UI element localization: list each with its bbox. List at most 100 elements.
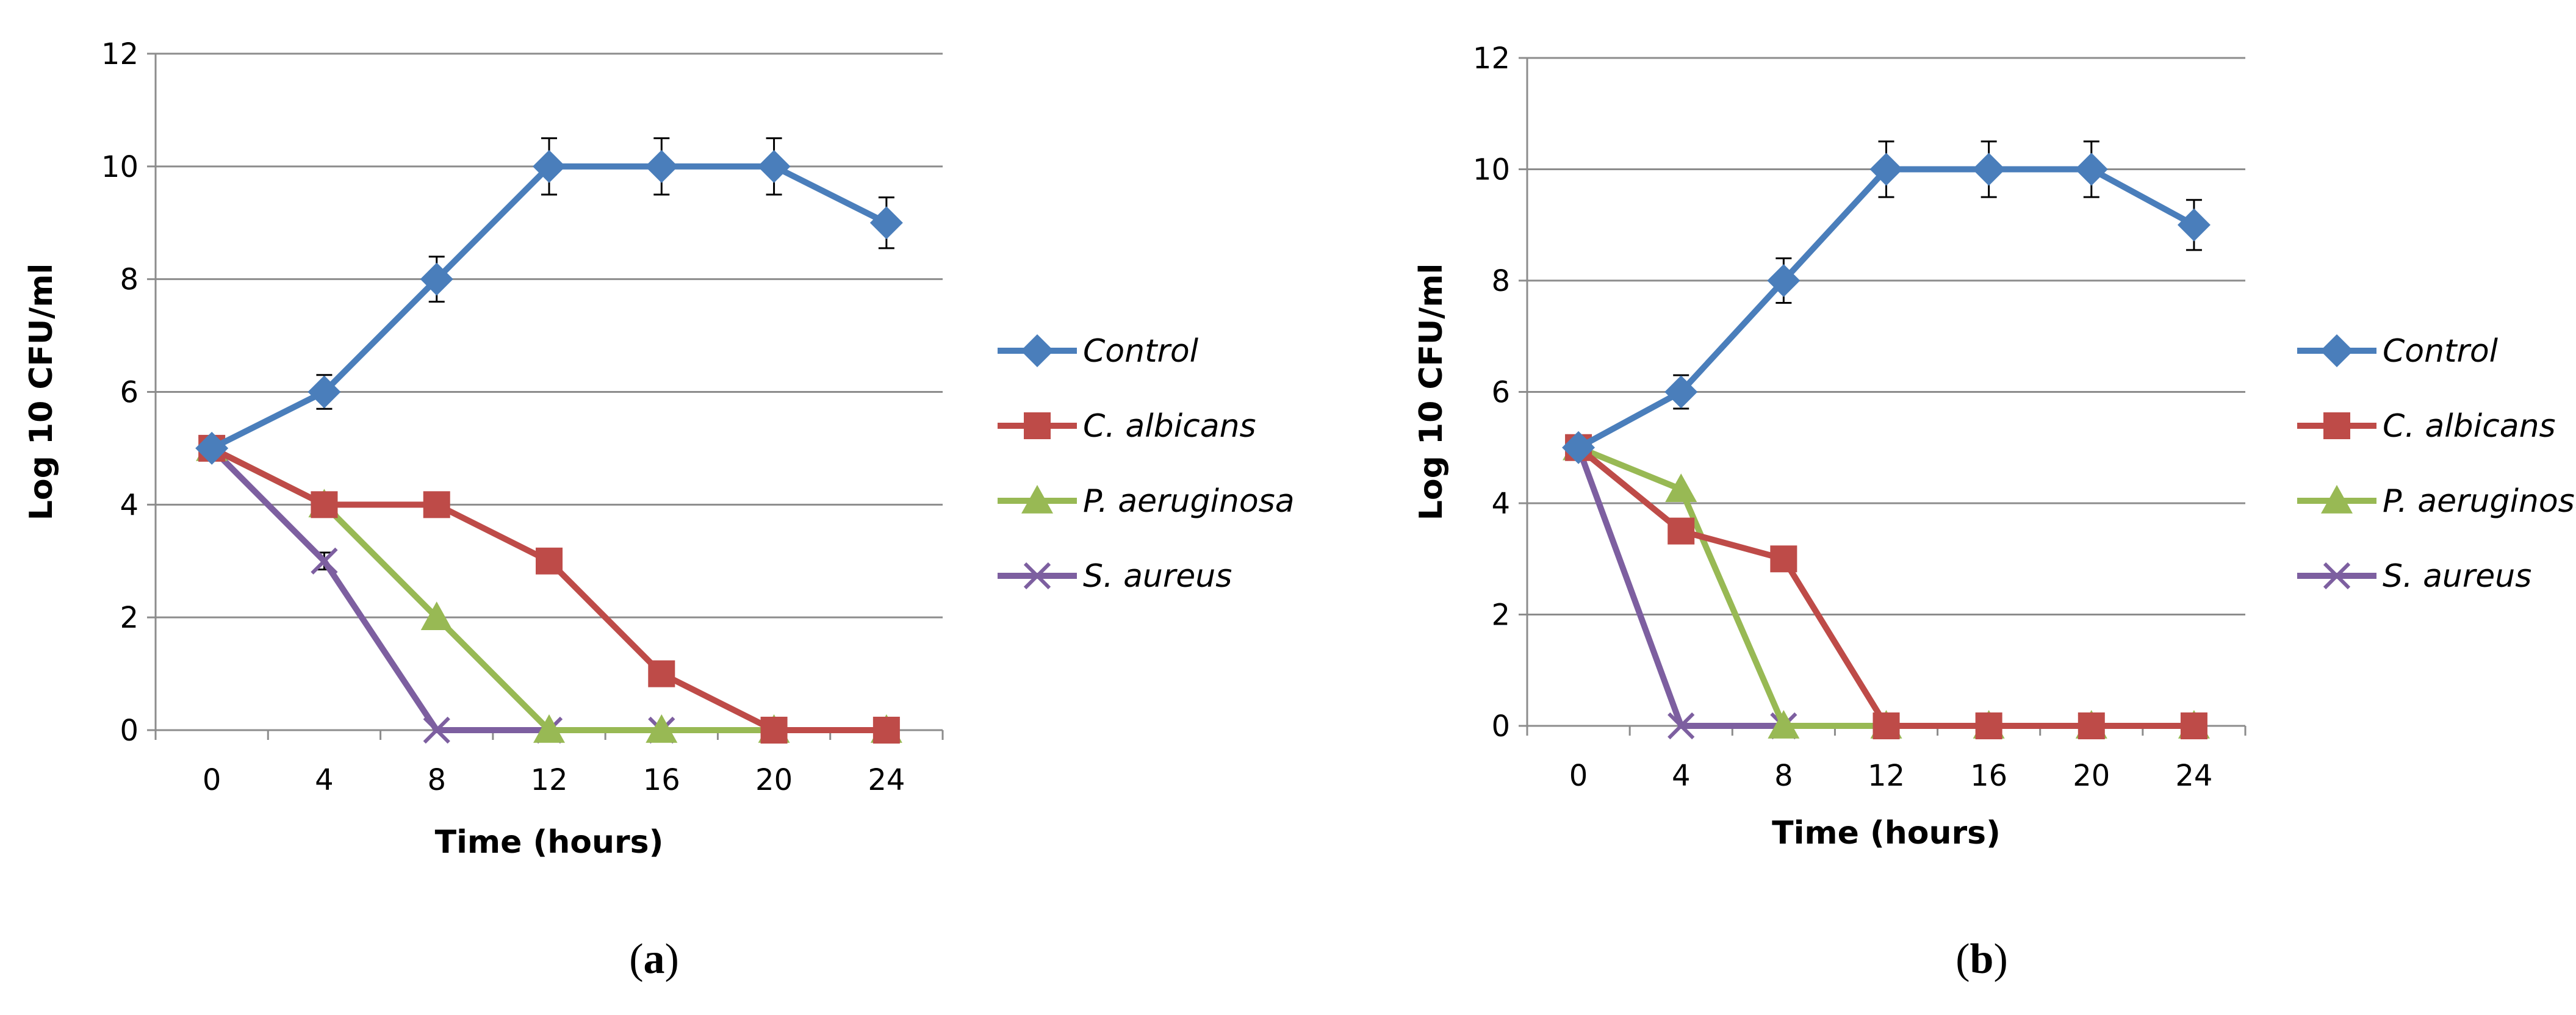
data-point	[420, 601, 453, 630]
series-line	[210, 445, 887, 733]
series-line	[1577, 166, 2196, 451]
data-point	[308, 375, 341, 409]
x-tick-label: 4	[315, 763, 334, 797]
data-point	[1665, 473, 1697, 502]
data-point	[757, 149, 791, 183]
legend-marker	[2320, 334, 2353, 367]
x-tick-label: 20	[2073, 759, 2110, 793]
legend-label: P. aeruginosa	[1083, 483, 1295, 520]
series-control	[1562, 140, 2211, 464]
series-p-aeruginosa	[196, 432, 902, 743]
data-point	[1664, 375, 1698, 409]
legend-marker	[2323, 412, 2350, 439]
x-tick-label: 0	[203, 763, 221, 797]
y-tick-label: 12	[1473, 41, 1510, 76]
data-point	[2078, 712, 2105, 739]
series-s-aureus	[198, 434, 900, 744]
x-tick-label: 4	[1672, 759, 1691, 793]
legend-marker	[2321, 485, 2353, 514]
legend-entry: Control	[2297, 333, 2499, 370]
x-axis-title: Time (hours)	[435, 824, 664, 861]
y-tick-label: 4	[1491, 487, 1510, 521]
x-tick-label: 0	[1569, 759, 1588, 793]
legend-marker	[1021, 485, 1053, 514]
y-tick-label: 10	[1473, 153, 1510, 187]
legend-label: Control	[1083, 333, 1199, 370]
data-point	[648, 660, 675, 687]
legend-label: P. aeruginosa	[2383, 483, 2576, 520]
legend-entry: S. aureus	[2297, 558, 2531, 595]
legend-marker	[1023, 562, 1051, 590]
data-point	[1668, 517, 1695, 545]
data-point	[311, 491, 338, 518]
series-line	[1577, 445, 2194, 729]
x-axis-title: Time (hours)	[1772, 815, 2001, 852]
data-point	[1668, 712, 1695, 740]
legend-marker	[2323, 562, 2351, 590]
data-point	[2180, 712, 2207, 739]
x-tick-label: 24	[2175, 759, 2212, 793]
data-point	[423, 491, 450, 518]
x-tick-label: 12	[530, 763, 567, 797]
series-control	[195, 137, 903, 465]
data-point	[872, 717, 900, 744]
series-p-aeruginosa	[1563, 431, 2210, 739]
y-axis-title: Log 10 CFU/ml	[23, 264, 60, 521]
data-point	[1975, 712, 2002, 739]
x-tick-label: 8	[1774, 759, 1793, 793]
series-line	[209, 446, 887, 733]
legend-marker-stroke	[1023, 562, 1051, 590]
y-tick-label: 4	[120, 488, 139, 522]
data-point	[1869, 152, 1903, 186]
data-point	[423, 716, 450, 744]
series-line	[1576, 445, 2194, 729]
legend-label: Control	[2383, 333, 2499, 370]
y-tick-label: 6	[1491, 376, 1510, 410]
legend-marker	[1024, 412, 1051, 439]
data-point	[646, 714, 678, 743]
y-tick-label: 8	[1491, 264, 1510, 298]
y-tick-label: 2	[1491, 598, 1510, 633]
series-line	[210, 163, 888, 451]
x-tick-label: 16	[1970, 759, 2007, 793]
panel-label: (a)	[629, 936, 679, 983]
panel-label: (b)	[1955, 936, 2008, 983]
data-point	[2074, 152, 2108, 186]
series-c-albicans	[198, 434, 900, 744]
data-point-stroke	[423, 716, 450, 744]
legend-entry: P. aeruginosa	[2297, 483, 2576, 520]
x-tick-label: 20	[755, 763, 793, 797]
x-tick-label: 16	[643, 763, 680, 797]
data-point	[1768, 710, 1800, 739]
data-point	[533, 149, 566, 183]
data-point	[1562, 431, 1596, 464]
data-point-stroke	[311, 547, 338, 575]
legend-entry: Control	[998, 333, 1199, 370]
x-tick-label: 24	[868, 763, 905, 797]
data-point	[869, 206, 903, 240]
data-point	[536, 547, 563, 575]
data-point	[2177, 208, 2211, 242]
x-tick-label: 8	[427, 763, 446, 797]
data-point	[1767, 264, 1801, 297]
series-c-albicans	[1565, 434, 2207, 739]
legend-entry: C. albicans	[2297, 408, 2556, 445]
y-tick-label: 10	[101, 150, 139, 184]
data-point	[645, 149, 678, 183]
legend-marker	[1021, 334, 1054, 367]
data-point	[195, 431, 229, 465]
y-axis-title: Log 10 CFU/ml	[1413, 264, 1450, 521]
y-tick-label: 6	[120, 376, 139, 410]
data-point	[311, 547, 338, 575]
legend-entry: S. aureus	[998, 558, 1232, 595]
legend-label: C. albicans	[1083, 408, 1256, 445]
legend-entry: C. albicans	[998, 408, 1256, 445]
data-point	[760, 717, 788, 744]
series-line	[1575, 447, 2194, 729]
legend-label: C. albicans	[2383, 408, 2556, 445]
data-point-stroke	[1668, 712, 1695, 740]
y-tick-label: 12	[101, 37, 139, 71]
legend-marker-stroke	[2323, 562, 2351, 590]
